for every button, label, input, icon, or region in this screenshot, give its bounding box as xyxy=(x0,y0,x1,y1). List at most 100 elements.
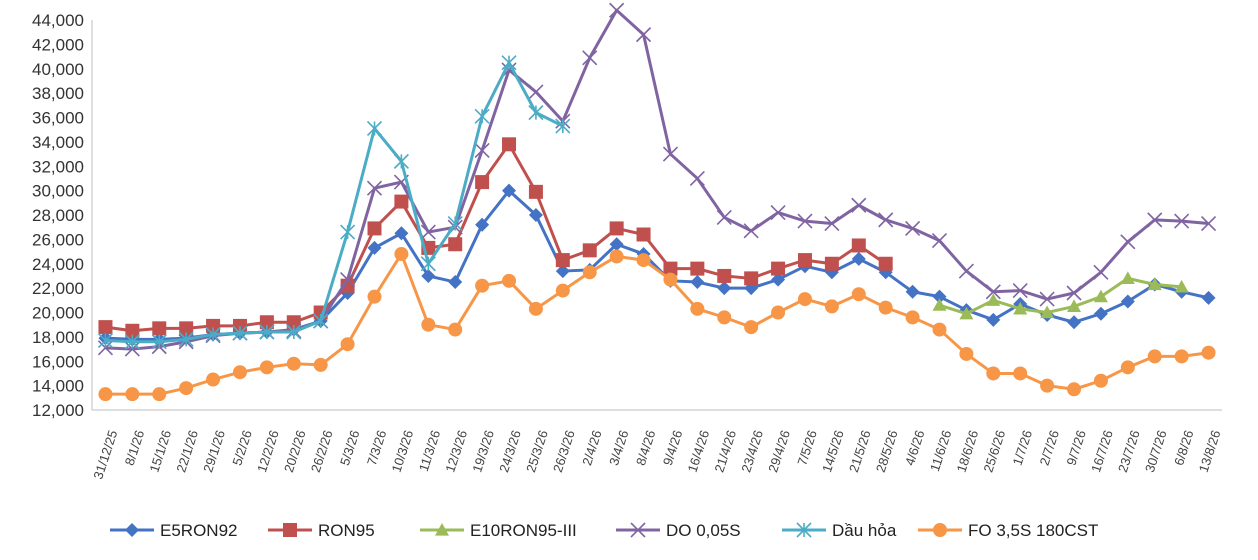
y-tick-label: 38,000 xyxy=(32,84,84,103)
x-tick-label: 25/3/26 xyxy=(523,428,551,474)
data-point xyxy=(630,522,646,538)
data-point xyxy=(1012,282,1028,299)
x-tick-label: 2/4/26 xyxy=(579,428,604,467)
legend-label: RON95 xyxy=(318,521,375,540)
series-group xyxy=(97,2,1217,402)
data-point xyxy=(205,326,221,343)
legend-item: FO 3,5S 180CST xyxy=(918,521,1098,540)
data-point xyxy=(1201,290,1216,305)
y-tick-label: 40,000 xyxy=(32,60,84,79)
data-point xyxy=(1174,279,1189,293)
x-tick-label: 2/7/26 xyxy=(1037,428,1062,467)
data-point xyxy=(609,221,624,236)
data-point xyxy=(1066,285,1082,301)
data-point xyxy=(528,105,544,121)
data-point xyxy=(716,209,732,226)
data-point xyxy=(824,215,840,232)
data-point xyxy=(797,213,813,229)
x-tick-label: 30/7/26 xyxy=(1142,428,1170,474)
data-point xyxy=(366,120,383,137)
x-tick-label: 15/1/26 xyxy=(146,428,174,474)
y-tick-label: 30,000 xyxy=(32,182,84,201)
x-tick-label: 21/4/26 xyxy=(711,428,739,474)
x-tick-label: 26/3/26 xyxy=(550,428,578,474)
data-point xyxy=(286,356,301,371)
y-tick-label: 24,000 xyxy=(32,255,84,274)
data-point xyxy=(124,334,140,350)
data-point xyxy=(1093,306,1108,321)
data-point xyxy=(663,261,678,276)
data-point xyxy=(179,381,194,396)
x-tick-label: 10/3/26 xyxy=(389,428,417,474)
data-point xyxy=(744,320,759,335)
x-tick-label: 1/7/26 xyxy=(1010,428,1035,467)
data-point xyxy=(796,522,812,538)
data-point xyxy=(1093,289,1108,303)
x-tick-label: 7/5/26 xyxy=(794,428,819,467)
x-tick-label: 11/3/26 xyxy=(416,428,443,473)
data-point xyxy=(313,313,329,329)
y-tick-label: 16,000 xyxy=(32,352,84,371)
data-point xyxy=(286,324,302,340)
data-point xyxy=(878,256,893,271)
data-point xyxy=(435,523,449,536)
data-point xyxy=(1120,360,1135,375)
data-point xyxy=(502,137,517,152)
data-point xyxy=(528,208,543,222)
data-point xyxy=(555,283,570,298)
data-point xyxy=(313,357,328,372)
data-point xyxy=(717,310,732,325)
series-line xyxy=(105,142,887,333)
x-tick-label: 12/2/26 xyxy=(254,428,282,474)
legend: E5RON92 RON95 E10RON95-III DO 0,05S Dầu hỏa F… xyxy=(110,521,1098,540)
data-point xyxy=(905,310,920,325)
y-tick-label: 12,000 xyxy=(32,401,84,420)
x-tick-label: 29/1/26 xyxy=(200,428,228,474)
data-point xyxy=(771,272,786,287)
data-point xyxy=(1067,299,1082,313)
data-point xyxy=(151,334,167,350)
legend-label: E10RON95-III xyxy=(470,521,577,540)
data-point xyxy=(448,237,463,252)
series-e10ron95-iii xyxy=(932,271,1189,320)
data-point xyxy=(1201,345,1216,360)
x-tick-label: 16/7/26 xyxy=(1088,428,1116,474)
data-point xyxy=(206,372,221,387)
y-tick-label: 32,000 xyxy=(32,157,84,176)
legend-label: E5RON92 xyxy=(160,521,237,540)
data-point xyxy=(555,253,570,268)
data-point xyxy=(475,217,490,232)
data-point xyxy=(851,251,866,266)
data-point xyxy=(905,284,920,299)
data-point xyxy=(286,315,301,330)
data-point xyxy=(125,523,139,537)
data-point xyxy=(447,215,463,232)
data-point xyxy=(98,320,113,335)
legend-label: DO 0,05S xyxy=(666,521,741,540)
x-tick-label: 11/6/26 xyxy=(927,428,954,473)
data-point xyxy=(394,247,409,261)
data-point xyxy=(1200,215,1217,232)
data-point xyxy=(528,84,544,100)
data-point xyxy=(582,50,598,66)
data-point xyxy=(878,300,893,315)
data-point xyxy=(797,292,812,307)
data-point xyxy=(367,289,382,304)
data-point xyxy=(394,194,409,209)
data-point xyxy=(125,387,140,402)
data-point xyxy=(582,265,597,280)
data-point xyxy=(609,2,625,18)
y-tick-label: 14,000 xyxy=(32,377,84,396)
data-point xyxy=(690,261,705,276)
x-tick-label: 22/1/26 xyxy=(173,428,201,474)
x-tick-label: 9/4/26 xyxy=(660,428,685,467)
x-tick-label: 4/6/26 xyxy=(902,428,927,467)
x-tick-label: 9/7/26 xyxy=(1063,428,1088,467)
data-point xyxy=(528,301,543,316)
x-tick-label: 6/8/26 xyxy=(1171,428,1196,467)
data-point xyxy=(932,322,947,337)
data-point xyxy=(528,184,543,199)
data-point xyxy=(474,108,490,124)
data-point xyxy=(394,226,409,241)
legend-item: E5RON92 xyxy=(110,521,237,540)
